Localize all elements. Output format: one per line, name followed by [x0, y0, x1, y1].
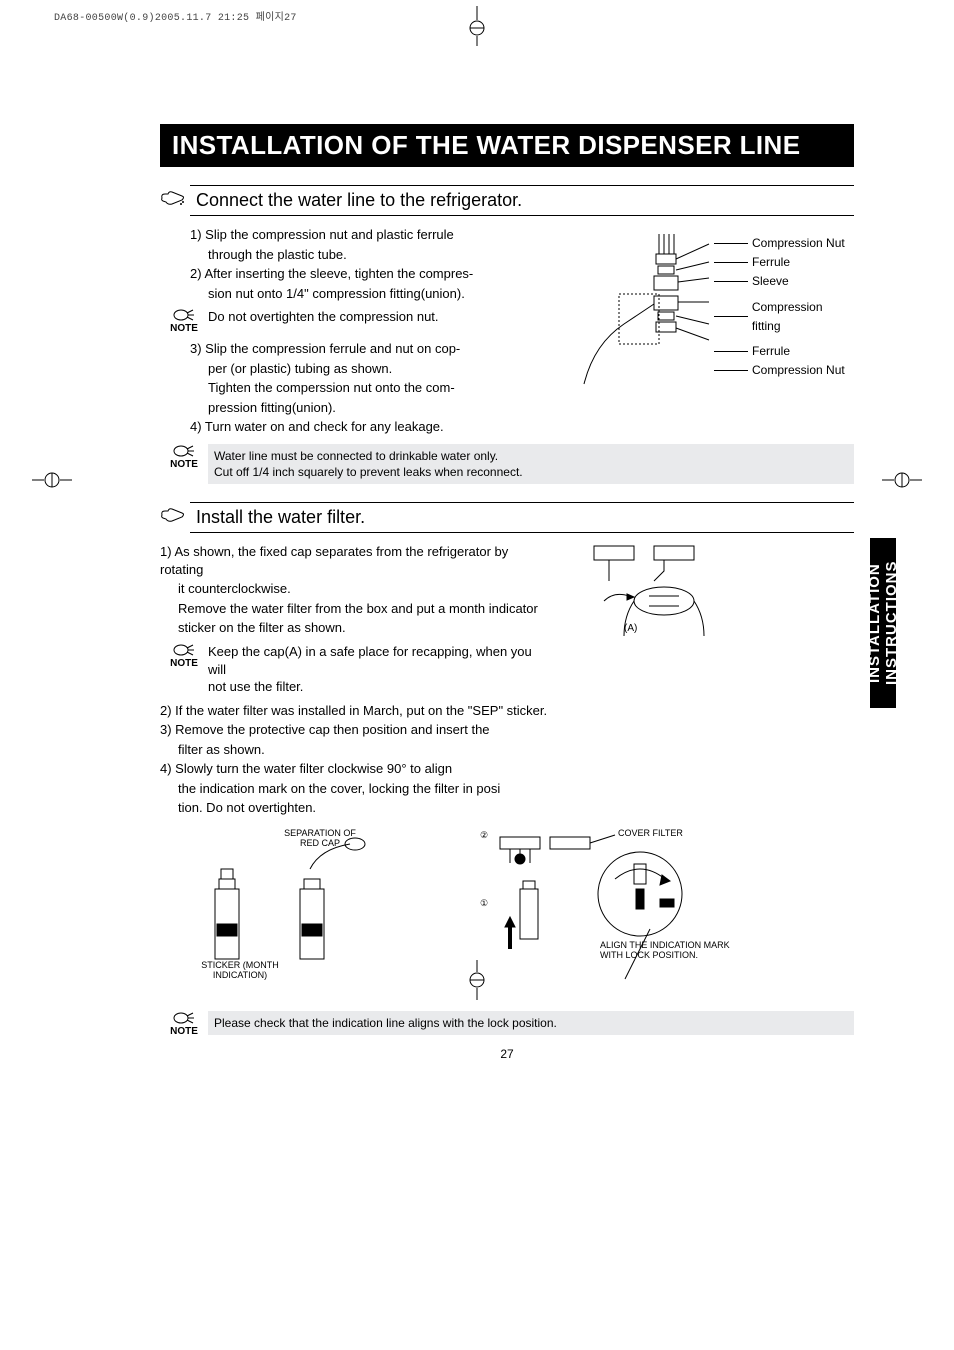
- hand-point-icon: [160, 505, 190, 530]
- section1-diagram: Compression Nut Ferrule Sleeve Compressi…: [564, 224, 854, 438]
- fig-label: STICKER (MONTH INDICATION): [180, 961, 300, 981]
- callout-label: Compression fitting: [752, 298, 854, 336]
- note-text-line: Water line must be connected to drinkabl…: [214, 448, 848, 464]
- note-text-line: Keep the cap(A) in a safe place for reca…: [208, 643, 552, 678]
- step-text: the indication mark on the cover, lockin…: [160, 780, 552, 798]
- callout-label: Compression Nut: [752, 234, 845, 253]
- fig-label: COVER FILTER: [618, 829, 683, 839]
- step-text: sion nut onto 1/4" compression fitting(u…: [190, 285, 552, 303]
- step-text: Tighten the comperssion nut onto the com…: [190, 379, 552, 397]
- note-icon: NOTE: [160, 1011, 208, 1037]
- note-label: NOTE: [170, 1026, 198, 1037]
- step-text: 1) Slip the compression nut and plastic …: [190, 226, 552, 244]
- step-text: through the plastic tube.: [190, 246, 552, 264]
- section-heading-filter: Install the water filter.: [160, 502, 854, 533]
- step-text: 2) If the water filter was installed in …: [160, 702, 552, 720]
- note-icon: NOTE: [160, 643, 208, 669]
- step-text: 4) Slowly turn the water filter clockwis…: [160, 760, 552, 778]
- page-title: INSTALLATION OF THE WATER DISPENSER LINE: [160, 124, 854, 167]
- section2-diagram-a: (A): [564, 541, 854, 819]
- note-text-line: Cut off 1/4 inch squarely to prevent lea…: [214, 464, 848, 480]
- fig-label: ②: [480, 831, 488, 841]
- step-text: 3) Remove the protective cap then positi…: [160, 721, 552, 739]
- note-text: Do not overtighten the compression nut.: [208, 308, 552, 326]
- step-text: sticker on the filter as shown.: [160, 619, 552, 637]
- step-text: 2) After inserting the sleeve, tighten t…: [190, 265, 552, 283]
- note-text-line: not use the filter.: [208, 678, 552, 696]
- step-text: tion. Do not overtighten.: [160, 799, 552, 817]
- section2-steps: 1) As shown, the fixed cap separates fro…: [160, 541, 552, 819]
- note-label: NOTE: [170, 459, 198, 470]
- step-text: 3) Slip the compression ferrule and nut …: [190, 340, 552, 358]
- step-text: pression fitting(union).: [190, 399, 552, 417]
- step-text: 4) Turn water on and check for any leaka…: [190, 418, 552, 436]
- figure-left: SEPARATION OF RED CAP STICKER (MONTH IND…: [160, 829, 420, 979]
- figures-row: SEPARATION OF RED CAP STICKER (MONTH IND…: [160, 829, 854, 999]
- page-content: INSTALLATION OF THE WATER DISPENSER LINE…: [0, 24, 954, 1101]
- note-icon: NOTE: [160, 308, 208, 334]
- section1-steps: 1) Slip the compression nut and plastic …: [160, 224, 552, 438]
- step-text: 1) As shown, the fixed cap separates fro…: [160, 543, 552, 578]
- page-number: 27: [160, 1047, 854, 1061]
- fig-label: ALIGN THE INDICATION MARK WITH LOCK POSI…: [600, 941, 730, 961]
- fig-label-a: (A): [624, 623, 637, 634]
- step-text: it counterclockwise.: [160, 580, 552, 598]
- note-label: NOTE: [170, 658, 198, 669]
- note-icon: NOTE: [160, 444, 208, 470]
- section-heading-label: Connect the water line to the refrigerat…: [190, 185, 854, 216]
- step-text: Remove the water filter from the box and…: [160, 600, 552, 618]
- step-text: filter as shown.: [160, 741, 552, 759]
- callout-label: Ferrule: [752, 342, 790, 361]
- hand-point-icon: [160, 188, 190, 213]
- callout-label: Sleeve: [752, 272, 789, 291]
- note-text: Please check that the indication line al…: [208, 1011, 854, 1035]
- note-shaded: NOTE Water line must be connected to dri…: [160, 444, 854, 484]
- step-text: per (or plastic) tubing as shown.: [190, 360, 552, 378]
- note-shaded: NOTE Please check that the indication li…: [160, 1011, 854, 1037]
- callout-label: Compression Nut: [752, 361, 845, 380]
- figure-right: ② COVER FILTER ① ALIGN THE INDICATION MA…: [450, 829, 730, 999]
- fig-label: ①: [480, 899, 488, 909]
- section-heading-connect: Connect the water line to the refrigerat…: [160, 185, 854, 216]
- section-heading-label: Install the water filter.: [190, 502, 854, 533]
- note-label: NOTE: [170, 323, 198, 334]
- callout-label: Ferrule: [752, 253, 790, 272]
- fig-label: SEPARATION OF RED CAP: [280, 829, 360, 849]
